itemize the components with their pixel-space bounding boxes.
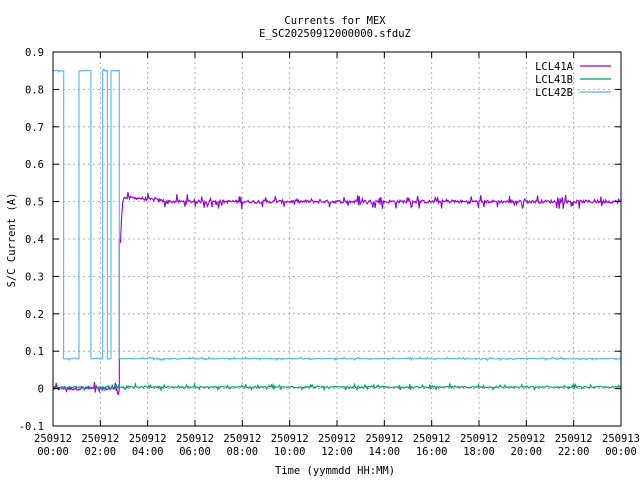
x-axis-label: Time (yymmdd HH:MM) bbox=[275, 465, 395, 477]
x-tick-label-time: 08:00 bbox=[227, 446, 259, 458]
x-tick-label-time: 22:00 bbox=[558, 446, 590, 458]
y-tick-label: 0.3 bbox=[25, 271, 44, 283]
x-tick-label-date: 250912 bbox=[413, 433, 451, 445]
y-axis: -0.1 0 0.1 0.2 0.3 0.4 0.5 0.6 0.7 0.8 0.9 bbox=[19, 47, 621, 433]
x-tick-label-time: 18:00 bbox=[463, 446, 495, 458]
chart-subtitle: E_SC20250912000000.sfduZ bbox=[259, 28, 411, 40]
x-tick-label-time: 10:00 bbox=[274, 446, 306, 458]
x-tick-label-time: 02:00 bbox=[85, 446, 117, 458]
legend-label-lcl42b: LCL42B bbox=[535, 87, 573, 99]
x-tick-label-time: 16:00 bbox=[416, 446, 448, 458]
y-tick-label: -0.1 bbox=[19, 421, 44, 433]
x-tick-label-date: 250912 bbox=[176, 433, 214, 445]
y-tick-label: 0.1 bbox=[25, 346, 44, 358]
series-lcl42b-line bbox=[52, 68, 622, 362]
x-tick-label-date: 250912 bbox=[507, 433, 545, 445]
y-axis-label: S/C Current (A) bbox=[6, 193, 18, 288]
series-lcl41a-line bbox=[52, 191, 622, 395]
series-lines bbox=[52, 68, 622, 395]
x-tick-label-time: 04:00 bbox=[132, 446, 164, 458]
y-tick-label: 0.8 bbox=[25, 84, 44, 96]
x-tick-label-date: 250912 bbox=[129, 433, 167, 445]
legend-label-lcl41b: LCL41B bbox=[535, 74, 573, 86]
y-tick-label: 0.4 bbox=[25, 234, 44, 246]
y-tick-label: 0.9 bbox=[25, 47, 44, 59]
y-tick-label: 0.6 bbox=[25, 159, 44, 171]
x-tick-label-time: 00:00 bbox=[605, 446, 637, 458]
x-tick-label-date: 250912 bbox=[555, 433, 593, 445]
y-tick-label: 0.5 bbox=[25, 197, 44, 209]
x-tick-label-date: 250912 bbox=[460, 433, 498, 445]
x-axis: 25091200:0025091202:0025091204:002509120… bbox=[34, 52, 640, 458]
series-lcl41b-line bbox=[52, 381, 621, 393]
x-tick-label-time: 00:00 bbox=[37, 446, 69, 458]
x-tick-label-time: 20:00 bbox=[511, 446, 543, 458]
x-tick-label-time: 14:00 bbox=[369, 446, 401, 458]
gridlines bbox=[53, 52, 621, 426]
x-tick-label-date: 250913 bbox=[602, 433, 640, 445]
x-tick-label-date: 250912 bbox=[34, 433, 72, 445]
y-tick-label: 0.7 bbox=[25, 122, 44, 134]
legend-label-lcl41a: LCL41A bbox=[535, 61, 574, 73]
x-tick-label-time: 06:00 bbox=[179, 446, 211, 458]
x-tick-label-time: 12:00 bbox=[321, 446, 353, 458]
x-tick-label-date: 250912 bbox=[223, 433, 261, 445]
y-tick-label: 0 bbox=[38, 384, 44, 396]
x-tick-label-date: 250912 bbox=[271, 433, 309, 445]
x-tick-label-date: 250912 bbox=[365, 433, 403, 445]
chart-title: Currents for MEX bbox=[284, 15, 386, 27]
x-tick-label-date: 250912 bbox=[81, 433, 119, 445]
x-tick-label-date: 250912 bbox=[318, 433, 356, 445]
y-tick-label: 0.2 bbox=[25, 309, 44, 321]
